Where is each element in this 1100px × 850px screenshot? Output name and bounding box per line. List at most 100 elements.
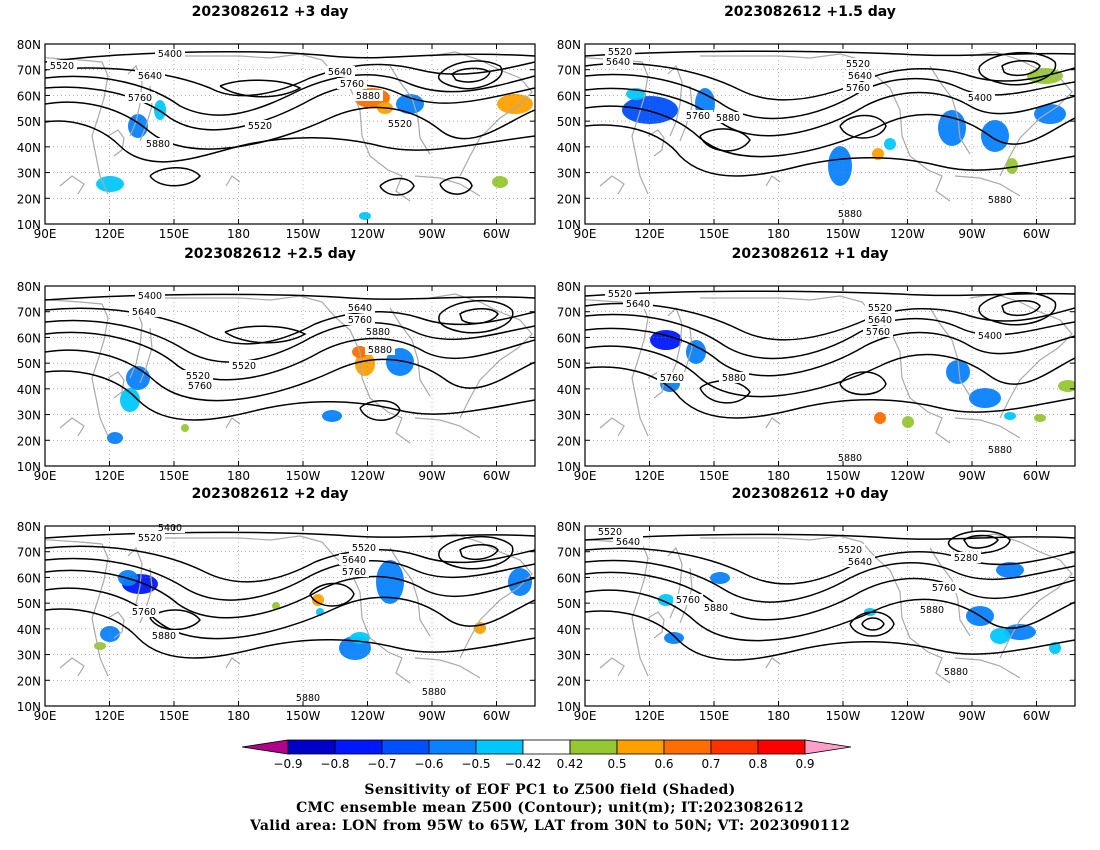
colorbar-tick-label: 0.8 bbox=[748, 757, 767, 771]
colorbar-segment bbox=[475, 739, 524, 755]
contour-label: 5880 bbox=[835, 208, 865, 220]
coastline bbox=[414, 657, 481, 679]
lon-label: 120E bbox=[634, 227, 665, 241]
colorbar-segment bbox=[428, 739, 477, 755]
coastline bbox=[929, 65, 971, 155]
colorbar-segment bbox=[522, 739, 571, 755]
sensitivity-shading bbox=[497, 94, 533, 114]
svg-text:5520: 5520 bbox=[846, 59, 870, 70]
coastline bbox=[107, 371, 125, 399]
lon-label: 150W bbox=[826, 469, 861, 483]
lat-label: 50N bbox=[17, 357, 41, 371]
sensitivity-shading bbox=[1049, 642, 1061, 654]
lat-label: 10N bbox=[17, 460, 41, 474]
lon-label: 120E bbox=[94, 709, 125, 723]
contour-label: 5400 bbox=[155, 48, 185, 60]
z500-contour bbox=[849, 611, 895, 637]
coastline bbox=[954, 175, 1021, 197]
z500-contour bbox=[459, 544, 499, 561]
contour-label: 5520 bbox=[135, 532, 165, 544]
z500-contour bbox=[149, 609, 201, 631]
svg-text:5640: 5640 bbox=[868, 315, 892, 326]
map-plot-area bbox=[45, 526, 535, 706]
sensitivity-shading bbox=[1006, 158, 1018, 174]
lon-label: 180 bbox=[227, 709, 250, 723]
svg-text:5640: 5640 bbox=[328, 67, 352, 78]
map-panel: 2023082612 +2 day 5520 5400 5520 5640 5760 57… bbox=[0, 486, 540, 726]
coastline bbox=[765, 175, 781, 187]
contour-label: 5520 bbox=[245, 120, 275, 132]
lon-label: 150E bbox=[699, 709, 730, 723]
sensitivity-shading bbox=[622, 96, 678, 124]
sensitivity-shading bbox=[492, 176, 508, 188]
sensitivity-shading bbox=[322, 410, 342, 422]
contour-label: 5520 bbox=[605, 46, 635, 58]
lon-label: 150W bbox=[826, 709, 861, 723]
lat-label: 10N bbox=[17, 218, 41, 232]
coastline bbox=[599, 417, 625, 437]
z500-contour bbox=[45, 557, 535, 601]
coastline bbox=[929, 307, 971, 397]
z500-contour bbox=[585, 302, 1075, 341]
lon-label: 120W bbox=[890, 469, 925, 483]
lon-label: 120W bbox=[350, 227, 385, 241]
svg-text:5760: 5760 bbox=[132, 607, 156, 618]
contour-label: 5400 bbox=[135, 290, 165, 302]
svg-text:5880: 5880 bbox=[146, 139, 170, 150]
lon-label: 150E bbox=[159, 469, 190, 483]
lat-label: 40N bbox=[17, 383, 41, 397]
contour-label: 5520 bbox=[843, 58, 873, 70]
lon-label: 90W bbox=[418, 227, 445, 241]
lat-label: 40N bbox=[557, 141, 581, 155]
svg-text:5880: 5880 bbox=[716, 113, 740, 124]
map-plot-area bbox=[585, 286, 1075, 466]
colorbar-tick-label: 0.5 bbox=[607, 757, 626, 771]
z500-contour bbox=[459, 308, 499, 325]
contour-label: 5640 bbox=[845, 556, 875, 568]
z500-contour bbox=[45, 587, 535, 640]
z500-contour bbox=[699, 128, 751, 152]
contour-label: 5520 bbox=[47, 60, 77, 72]
lon-label: 180 bbox=[767, 227, 790, 241]
lat-label: 80N bbox=[557, 38, 581, 52]
colorbar-tick-label: 0.9 bbox=[795, 757, 814, 771]
map-panel: 2023082612 +0 day 5520 5640 5520 5640 5280 57… bbox=[540, 486, 1080, 726]
lat-label: 60N bbox=[557, 571, 581, 585]
lat-label: 80N bbox=[17, 38, 41, 52]
svg-text:5760: 5760 bbox=[676, 595, 700, 606]
contour-label: 5760 bbox=[129, 606, 159, 618]
svg-text:5520: 5520 bbox=[598, 527, 622, 538]
coastline bbox=[700, 295, 841, 301]
svg-text:5640: 5640 bbox=[132, 307, 156, 318]
svg-text:5880: 5880 bbox=[920, 605, 944, 616]
z500-contour bbox=[438, 300, 514, 334]
lon-label: 120W bbox=[890, 227, 925, 241]
coastline bbox=[667, 64, 683, 137]
coastline bbox=[59, 417, 85, 437]
caption-shading: Sensitivity of EOF PC1 to Z500 field (Sh… bbox=[364, 782, 736, 798]
contour-label: 5880 bbox=[941, 666, 971, 678]
svg-text:5400: 5400 bbox=[158, 523, 182, 534]
lat-label: 10N bbox=[17, 700, 41, 714]
colorbar-segment bbox=[710, 739, 759, 755]
z500-contour bbox=[45, 319, 535, 363]
sensitivity-shading bbox=[107, 432, 123, 444]
coastline bbox=[299, 535, 411, 684]
svg-text:5760: 5760 bbox=[188, 381, 212, 392]
lat-label: 10N bbox=[557, 460, 581, 474]
lon-label: 180 bbox=[767, 469, 790, 483]
svg-text:5880: 5880 bbox=[944, 667, 968, 678]
z500-contour bbox=[45, 608, 535, 659]
lon-label: 60W bbox=[1023, 709, 1050, 723]
contour-label: 5640 bbox=[129, 306, 159, 318]
lon-label: 180 bbox=[767, 709, 790, 723]
colorbar-segment bbox=[757, 739, 806, 755]
svg-text:5520: 5520 bbox=[352, 543, 376, 554]
svg-text:5760: 5760 bbox=[128, 93, 152, 104]
sensitivity-shading bbox=[126, 366, 150, 390]
z500-contour bbox=[450, 67, 491, 83]
coastline bbox=[839, 535, 951, 684]
z500-contour bbox=[839, 114, 887, 139]
lat-label: 20N bbox=[557, 674, 581, 688]
